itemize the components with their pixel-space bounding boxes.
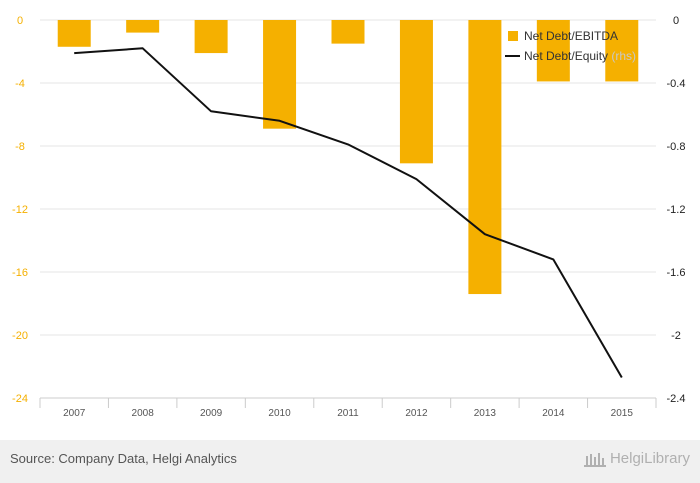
bar	[126, 20, 160, 33]
line-series	[74, 47, 623, 379]
x-tick-label: 2009	[200, 408, 223, 419]
x-tick-label: 2013	[474, 408, 497, 419]
chart: 0 -4 -8 -12 -16 -20 -24 0 -0.4 -0.8 -1.2 -1.6 -2 -2.…	[12, 15, 686, 419]
bar-series	[57, 20, 639, 295]
bar	[536, 20, 570, 82]
x-tick-label: 2012	[405, 408, 428, 419]
right-tick-label: -2.4	[667, 393, 686, 405]
x-tick-label: 2007	[63, 408, 86, 419]
legend-label-bar: Net Debt/EBITDA	[524, 29, 618, 43]
bar	[263, 20, 297, 129]
right-axis-ticks: 0 -0.4 -0.8 -1.2 -1.6 -2 -2.4	[667, 15, 686, 405]
right-tick-label: -1.2	[667, 204, 686, 216]
bar	[194, 20, 228, 54]
right-tick-label: -1.6	[667, 267, 686, 279]
x-tick-label: 2011	[337, 408, 359, 419]
bar	[331, 20, 365, 44]
x-tick-label: 2014	[542, 408, 565, 419]
x-axis: 2007 2008 2009 2010 2011 2012 2013 2014 2015	[39, 397, 657, 419]
left-tick-label: -12	[12, 204, 28, 216]
x-tick-label: 2010	[268, 408, 291, 419]
legend-swatch-bar	[508, 31, 518, 41]
line-path	[74, 47, 623, 379]
right-tick-label: 0	[673, 15, 679, 27]
brand-name: HelgiLibrary	[609, 450, 690, 467]
bar	[399, 20, 433, 164]
x-tick-label: 2015	[611, 408, 634, 419]
bar	[57, 20, 91, 47]
legend: Net Debt/EBITDA Net Debt/Equity (rhs)	[505, 29, 636, 63]
right-tick-label: -0.4	[667, 78, 686, 90]
legend-label-line: Net Debt/Equity (rhs)	[524, 49, 636, 63]
left-tick-label: 0	[17, 15, 23, 27]
left-tick-label: -24	[12, 393, 28, 405]
footer: Source: Company Data, Helgi Analytics He…	[0, 440, 700, 483]
left-axis-ticks: 0 -4 -8 -12 -16 -20 -24	[12, 15, 28, 405]
brand-logo: HelgiLibrary	[583, 450, 690, 467]
legend-line-suffix: (rhs)	[608, 49, 636, 63]
left-tick-label: -20	[12, 330, 28, 342]
right-tick-label: -0.8	[667, 141, 686, 153]
legend-line-name: Net Debt/Equity	[524, 49, 608, 63]
bar	[468, 20, 502, 295]
right-tick-label: -2	[671, 330, 681, 342]
library-icon	[583, 452, 606, 467]
left-tick-label: -16	[12, 267, 28, 279]
source-text: Source: Company Data, Helgi Analytics	[10, 451, 237, 466]
x-tick-label: 2008	[132, 408, 155, 419]
left-tick-label: -8	[15, 141, 25, 153]
left-tick-label: -4	[15, 78, 25, 90]
bar	[605, 20, 639, 82]
